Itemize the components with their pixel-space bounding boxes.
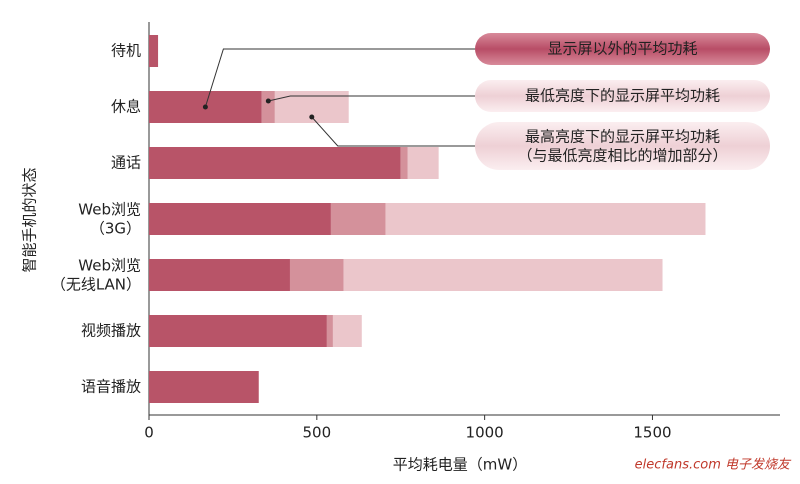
watermark: elecfans.com 电子发烧友 xyxy=(635,458,792,473)
x-tick-label: 1500 xyxy=(633,424,671,442)
bar-segment xyxy=(326,315,333,347)
y-tick-label: 待机 xyxy=(111,42,141,60)
legend-label: 显示屏以外的平均功耗 xyxy=(547,40,697,58)
legend-leader xyxy=(311,116,475,147)
bar-segment xyxy=(330,203,386,235)
bar-segment xyxy=(149,203,331,235)
bar-segment xyxy=(289,259,344,291)
legend-pill xyxy=(475,33,770,65)
legend-label: 最低亮度下的显示屏平均功耗 xyxy=(525,87,720,105)
y-tick-label: Web浏览（无线LAN） xyxy=(51,256,141,293)
bar-segment xyxy=(261,91,275,123)
y-tick-label: 语音播放 xyxy=(81,378,141,396)
bar-segment xyxy=(149,371,259,403)
bar-segment xyxy=(149,35,159,67)
y-axis-label: 智能手机的状态 xyxy=(21,167,39,272)
x-tick-label: 1000 xyxy=(466,424,504,442)
y-tick-label: Web浏览（3G） xyxy=(78,200,141,237)
x-tick-label: 500 xyxy=(302,424,331,442)
bar-segment xyxy=(400,147,408,179)
legend-leader xyxy=(268,95,475,102)
legend-dot xyxy=(309,114,315,120)
x-tick-label: 0 xyxy=(144,424,154,442)
legend-pill xyxy=(475,80,770,112)
bar-segment xyxy=(149,259,290,291)
x-axis-label: 平均耗电量（mW） xyxy=(393,456,527,474)
bar-segment xyxy=(332,315,362,347)
y-tick-label: 休息 xyxy=(111,98,141,116)
legend-dot xyxy=(265,98,271,104)
y-tick-label: 通话 xyxy=(111,154,141,172)
bar-segment xyxy=(149,315,327,347)
bar-segment xyxy=(407,147,439,179)
y-tick-label: 视频播放 xyxy=(81,322,141,340)
legend-label: 最高亮度下的显示屏平均功耗（与最低亮度相比的增加部分） xyxy=(517,127,727,164)
bar-segment xyxy=(385,203,706,235)
legend-dot xyxy=(202,104,208,110)
bar-segment xyxy=(149,147,401,179)
legend-leader xyxy=(204,48,475,108)
legend-pill xyxy=(475,122,770,170)
bar-segment xyxy=(343,259,663,291)
